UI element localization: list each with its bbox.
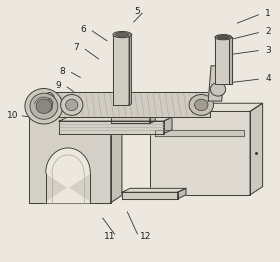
Polygon shape (250, 103, 263, 195)
Ellipse shape (115, 32, 129, 37)
Polygon shape (46, 148, 90, 203)
Ellipse shape (113, 31, 131, 38)
Polygon shape (164, 117, 172, 134)
Polygon shape (208, 66, 224, 101)
Text: 5: 5 (134, 7, 140, 16)
Polygon shape (59, 121, 164, 134)
Polygon shape (229, 37, 232, 84)
Polygon shape (215, 37, 229, 84)
Text: 6: 6 (80, 25, 86, 34)
Ellipse shape (195, 99, 208, 111)
Circle shape (66, 99, 78, 111)
Text: 7: 7 (73, 43, 79, 52)
Polygon shape (113, 35, 129, 105)
Text: 10: 10 (7, 111, 18, 120)
Ellipse shape (43, 92, 56, 117)
Text: 12: 12 (140, 232, 151, 241)
Text: 2: 2 (265, 28, 271, 36)
Circle shape (30, 93, 58, 119)
Ellipse shape (210, 83, 226, 96)
Ellipse shape (217, 35, 229, 39)
Text: 11: 11 (104, 232, 115, 241)
Text: 4: 4 (265, 74, 271, 83)
Polygon shape (150, 112, 155, 123)
Polygon shape (129, 34, 131, 105)
Circle shape (36, 99, 52, 113)
Polygon shape (111, 95, 122, 203)
Polygon shape (111, 112, 155, 114)
Polygon shape (155, 130, 244, 137)
Ellipse shape (46, 99, 53, 111)
Text: 8: 8 (59, 67, 65, 75)
Text: 3: 3 (265, 46, 271, 55)
Ellipse shape (189, 95, 214, 115)
Text: 9: 9 (55, 81, 61, 90)
Text: 1: 1 (265, 9, 271, 18)
Polygon shape (150, 103, 263, 111)
Circle shape (25, 89, 63, 124)
Polygon shape (150, 111, 250, 195)
Polygon shape (178, 188, 186, 199)
Polygon shape (29, 102, 111, 203)
Circle shape (60, 95, 83, 115)
Polygon shape (29, 95, 122, 102)
Polygon shape (50, 92, 210, 117)
Polygon shape (122, 192, 178, 199)
Polygon shape (59, 117, 172, 121)
Ellipse shape (215, 35, 232, 40)
Polygon shape (122, 188, 186, 192)
Polygon shape (111, 114, 150, 123)
